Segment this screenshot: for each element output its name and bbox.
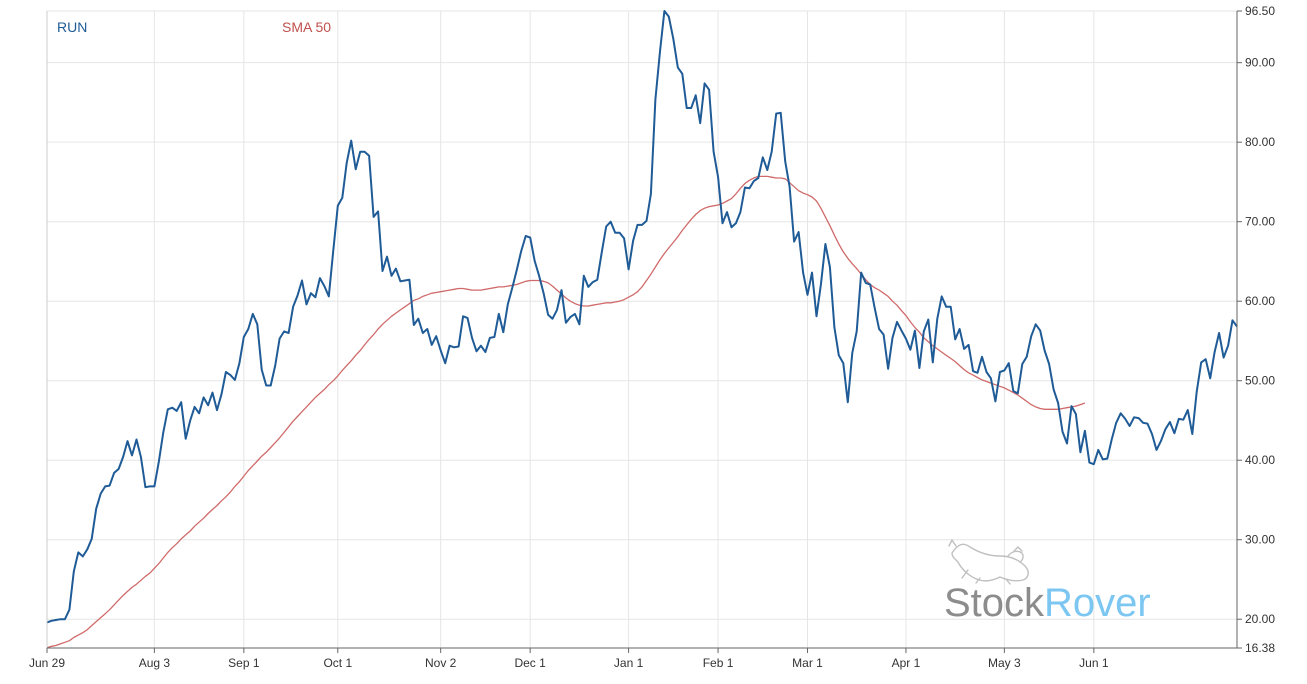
- y-tick-label: 80.00: [1245, 135, 1275, 149]
- x-tick-label: Sep 1: [228, 656, 260, 670]
- y-tick-label: 70.00: [1245, 215, 1275, 229]
- x-tick-label: Dec 1: [514, 656, 546, 670]
- x-tick-label: Feb 1: [703, 656, 734, 670]
- x-tick-label: Jun 29: [29, 656, 65, 670]
- stockrover-watermark: StockRover: [944, 539, 1151, 625]
- legend-sma-label: SMA 50: [282, 19, 331, 35]
- x-tick-label: Jan 1: [614, 656, 644, 670]
- run-price-line: [46, 10, 1238, 624]
- dog-logo-icon: [948, 539, 1029, 585]
- x-tick-label: Mar 1: [792, 656, 823, 670]
- watermark-brand-part2: Rover: [1044, 581, 1151, 625]
- x-axis-ticks: Jun 29 Aug 3 Sep 1 Oct 1 Nov 2 Dec 1 Jan 1 Feb …: [29, 648, 1109, 670]
- series-layer: [46, 10, 1238, 649]
- y-tick-label: 50.00: [1245, 374, 1275, 388]
- x-tick-label: Aug 3: [139, 656, 171, 670]
- y-tick-label: 30.00: [1245, 533, 1275, 547]
- y-tick-label: 20.00: [1245, 612, 1275, 626]
- x-tick-label: Jun 1: [1079, 656, 1109, 670]
- axes: [46, 11, 1238, 649]
- y-tick-label: 96.50: [1245, 4, 1275, 18]
- sma-50-line: [46, 175, 1086, 649]
- watermark-brand-part1: Stock: [944, 581, 1045, 625]
- y-axis-ticks: 96.50 90.00 80.00 70.00 60.00 50.00 40.00 30.00…: [1237, 4, 1275, 655]
- y-tick-label: 40.00: [1245, 453, 1275, 467]
- watermark-brand: StockRover: [944, 581, 1151, 625]
- x-tick-label: Apr 1: [892, 656, 921, 670]
- x-tick-label: Nov 2: [425, 656, 457, 670]
- y-tick-label: 16.38: [1245, 641, 1275, 655]
- x-tick-label: Oct 1: [323, 656, 352, 670]
- x-tick-label: May 3: [988, 656, 1021, 670]
- y-tick-label: 60.00: [1245, 294, 1275, 308]
- legend-run-label: RUN: [57, 19, 87, 35]
- y-tick-label: 90.00: [1245, 56, 1275, 70]
